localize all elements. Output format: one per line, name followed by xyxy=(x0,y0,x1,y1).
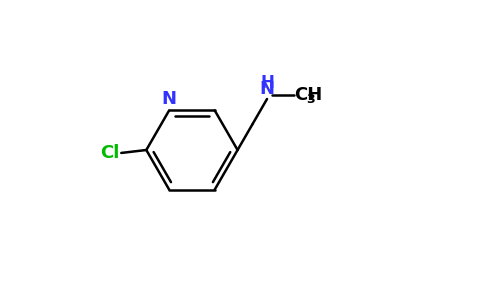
Text: N: N xyxy=(162,90,177,108)
Text: 3: 3 xyxy=(306,92,315,106)
Text: Cl: Cl xyxy=(101,144,120,162)
Text: N: N xyxy=(259,80,274,98)
Text: H: H xyxy=(260,74,274,92)
Text: CH: CH xyxy=(294,86,322,104)
